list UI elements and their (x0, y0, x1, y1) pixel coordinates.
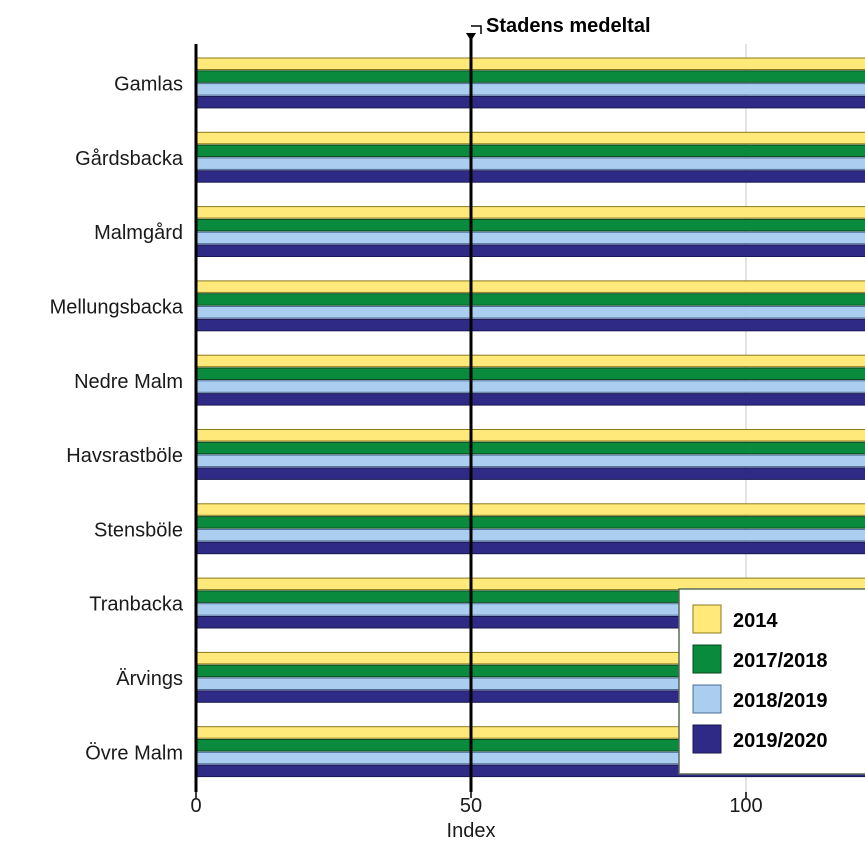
bar-5-0 (195, 429, 865, 442)
category-label: Övre Malm (85, 742, 183, 764)
legend-label-2: 2018/2019 (733, 690, 828, 712)
bar-6-0 (195, 503, 865, 516)
bar-5-3 (195, 467, 865, 480)
bar-5-2 (195, 454, 865, 468)
bar-0-3 (195, 95, 865, 109)
category-label: Nedre Malm (74, 371, 183, 393)
x-tick-label-2: 100 (729, 795, 762, 817)
bar-6-1 (195, 516, 865, 529)
legend-swatch-1 (692, 644, 722, 674)
bar-6-3 (195, 541, 865, 555)
category-label: Mellungsbacka (50, 297, 184, 319)
bar-5-1 (195, 441, 865, 455)
x-axis-title: Index (447, 820, 496, 842)
bar-0-0 (195, 57, 865, 70)
legend-label-0: 2014 (733, 610, 778, 632)
bar-3-1 (195, 293, 865, 306)
bar-2-0 (195, 206, 865, 219)
bar-2-3 (195, 244, 865, 257)
category-label: Gamlas (114, 74, 183, 96)
bar-2-2 (195, 231, 865, 245)
reference-line-label: Stadens medeltal (486, 15, 651, 37)
x-tick-label-0: 0 (190, 795, 201, 817)
x-tick-label-1: 50 (460, 795, 482, 817)
category-label: Ärvings (116, 668, 183, 690)
bar-4-3 (195, 393, 865, 406)
category-label: Havsrastböle (66, 445, 183, 467)
legend-swatch-0 (692, 604, 722, 634)
axes (194, 44, 747, 798)
bar-0-1 (195, 70, 865, 83)
bars (195, 57, 865, 778)
reference-marker-icon (471, 25, 482, 34)
bar-1-2 (195, 157, 865, 170)
tick-labels: 050100150200 (190, 795, 762, 817)
bar-4-2 (195, 380, 865, 393)
bar-3-0 (195, 280, 865, 293)
bar-0-2 (195, 83, 865, 96)
bar-7-0 (195, 577, 865, 591)
legend-swatch-3 (692, 724, 722, 754)
category-label: Malmgård (94, 222, 183, 244)
legend: 2014 2017/2018 2018/2019 2019/2020 (678, 588, 865, 775)
bar-4-0 (195, 354, 865, 368)
bar-4-1 (195, 367, 865, 380)
category-labels: Gamlas Gårdsbacka Malmgård Mellungsbacka Ned… (50, 74, 184, 765)
legend-label-3: 2019/2020 (733, 730, 828, 752)
bar-3-3 (195, 318, 865, 332)
category-label: Stensböle (94, 519, 183, 541)
legend-swatch-2 (692, 684, 722, 714)
category-label: Tranbacka (89, 594, 184, 616)
bar-1-0 (195, 131, 865, 145)
reference-arrow-icon (466, 33, 476, 41)
bar-1-1 (195, 144, 865, 158)
legend-label-1: 2017/2018 (733, 650, 828, 672)
bar-6-2 (195, 528, 865, 542)
reference-line-group: Stadens medeltal (466, 15, 651, 792)
bar-1-3 (195, 170, 865, 183)
category-label: Gårdsbacka (75, 148, 184, 170)
bar-2-1 (195, 218, 865, 232)
bar-3-2 (195, 306, 865, 319)
